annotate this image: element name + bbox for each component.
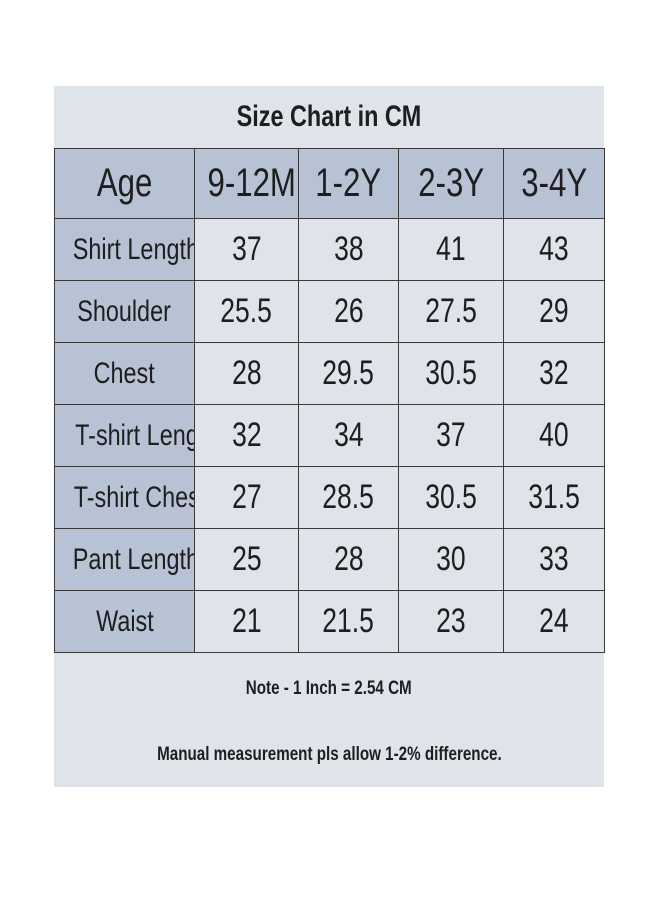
table-row: Shirt Length 37 38 41 43 (54, 218, 605, 281)
value-cell: 21 (194, 590, 299, 653)
value-cell: 28.5 (298, 466, 399, 529)
value-cell: 25.5 (194, 280, 299, 343)
row-label: Chest (54, 342, 195, 405)
value-cell: 33 (503, 528, 605, 591)
table-row: T-shirt Chest 27 28.5 30.5 31.5 (54, 466, 605, 529)
header-cell-age: Age (54, 148, 195, 219)
row-label: Shoulder (54, 280, 195, 343)
value-cell: 24 (503, 590, 605, 653)
row-label: Shirt Length (54, 218, 195, 281)
value-cell: 32 (194, 404, 299, 467)
measurement-disclaimer: Manual measurement pls allow 1-2% differ… (156, 744, 502, 765)
value-cell: 23 (398, 590, 504, 653)
table-row: Pant Length 25 28 30 33 (54, 528, 605, 591)
value-cell: 43 (503, 218, 605, 281)
table-row: T-shirt Length 32 34 37 40 (54, 404, 605, 467)
value-cell: 28 (194, 342, 299, 405)
value-cell: 41 (398, 218, 504, 281)
chart-title: Size Chart in CM (236, 100, 422, 133)
row-label: T-shirt Length (54, 404, 195, 467)
header-cell-3-4y: 3-4Y (503, 148, 605, 219)
table-row: Waist 21 21.5 23 24 (54, 590, 605, 653)
value-cell: 26 (298, 280, 399, 343)
row-label: Waist (54, 590, 195, 653)
header-row: Age 9-12M 1-2Y 2-3Y 3-4Y (54, 148, 605, 219)
value-cell: 28 (298, 528, 399, 591)
size-chart-card: Size Chart in CM Age 9-12M 1-2Y 2-3Y 3-4… (54, 86, 605, 787)
value-cell: 32 (503, 342, 605, 405)
header-cell-1-2y: 1-2Y (298, 148, 399, 219)
row-label: T-shirt Chest (54, 466, 195, 529)
value-cell: 30 (398, 528, 504, 591)
conversion-note: Note - 1 Inch = 2.54 CM (245, 678, 412, 699)
value-cell: 21.5 (298, 590, 399, 653)
value-cell: 37 (194, 218, 299, 281)
value-cell: 34 (298, 404, 399, 467)
value-cell: 25 (194, 528, 299, 591)
row-label: Pant Length (54, 528, 195, 591)
value-cell: 31.5 (503, 466, 605, 529)
value-cell: 27 (194, 466, 299, 529)
table-row: Chest 28 29.5 30.5 32 (54, 342, 605, 405)
size-table: Age 9-12M 1-2Y 2-3Y 3-4Y Shirt Length 37… (54, 148, 605, 653)
value-cell: 30.5 (398, 342, 504, 405)
header-cell-2-3y: 2-3Y (398, 148, 504, 219)
value-cell: 30.5 (398, 466, 504, 529)
value-cell: 38 (298, 218, 399, 281)
header-cell-9-12m: 9-12M (194, 148, 299, 219)
value-cell: 29 (503, 280, 605, 343)
value-cell: 40 (503, 404, 605, 467)
table-row: Shoulder 25.5 26 27.5 29 (54, 280, 605, 343)
value-cell: 27.5 (398, 280, 504, 343)
value-cell: 29.5 (298, 342, 399, 405)
value-cell: 37 (398, 404, 504, 467)
